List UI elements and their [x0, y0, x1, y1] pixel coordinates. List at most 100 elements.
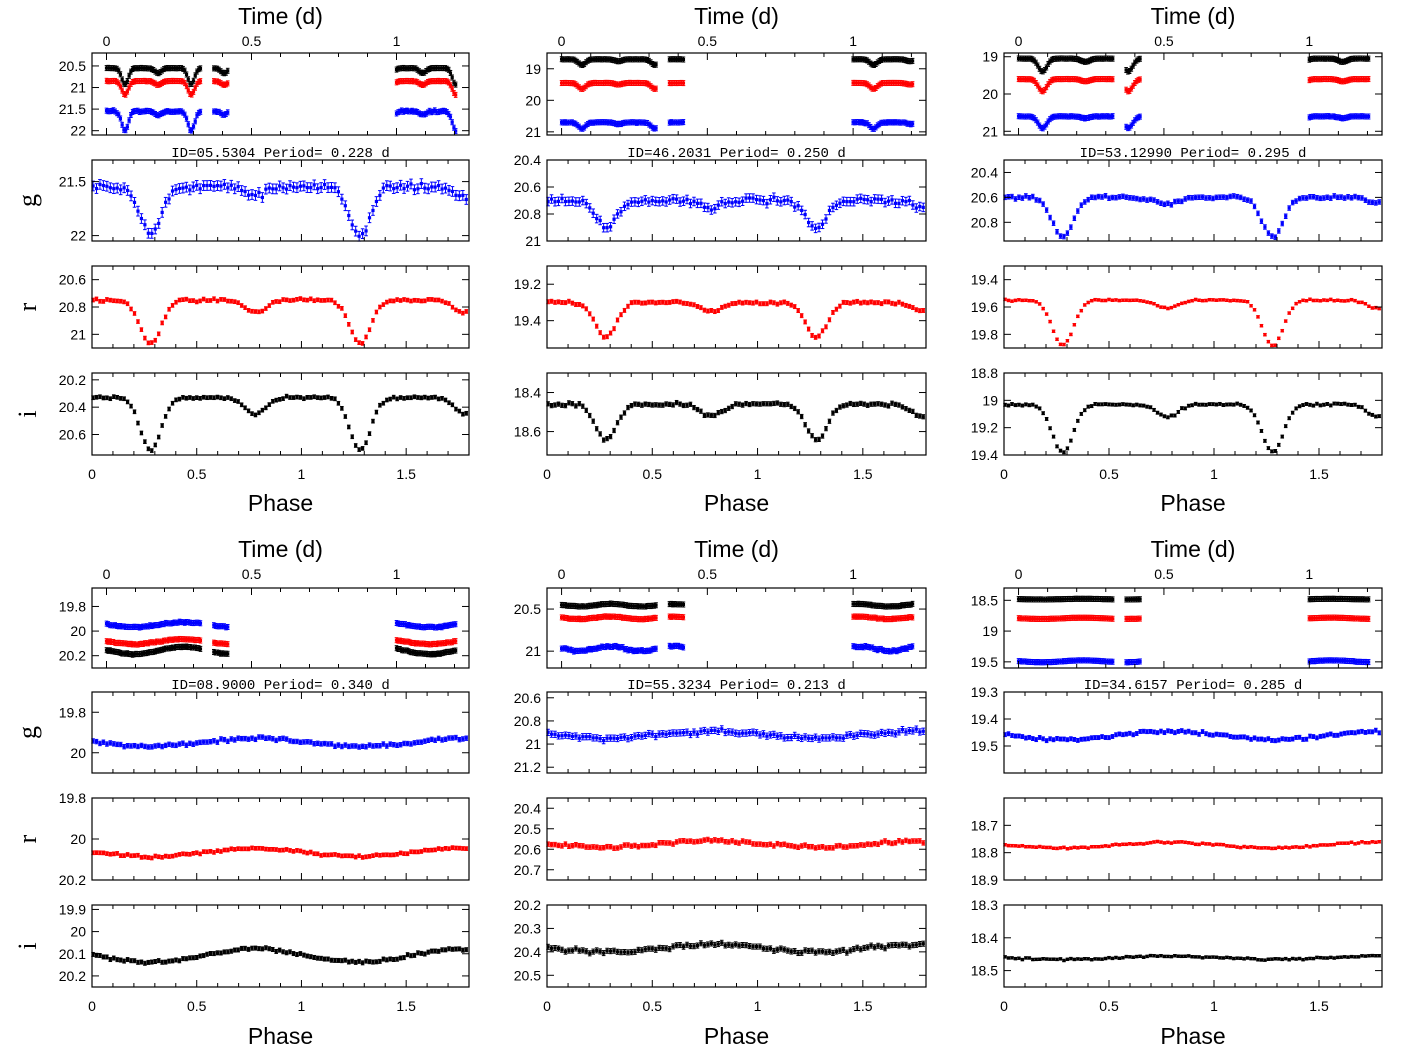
- star-53-12990-phase-point-r: [1062, 342, 1066, 347]
- star-53-12990-phase-point-i: [1082, 408, 1087, 413]
- star-46-2031-phase-point-g: [678, 197, 682, 207]
- star-53-12990-phase-point-g: [1207, 195, 1212, 201]
- star-53-12990-phase-point-r: [1065, 338, 1070, 343]
- star-34-6157-phase-point-r: [1152, 840, 1156, 844]
- star-05-5304-phase-point-r: [226, 298, 230, 304]
- star-34-6157-phase-point-i: [1353, 955, 1357, 959]
- star-46-2031-phase-point-g: [563, 196, 568, 207]
- star-34-6157-phase-point-i: [1332, 956, 1337, 960]
- star-34-6157-time-series-i: [1016, 595, 1371, 603]
- star-08-9000-phase-point-r: [291, 849, 296, 854]
- star-34-6157-phase-point-g: [1322, 733, 1326, 739]
- star-34-6157-phase-point-i: [1027, 956, 1032, 960]
- star-46-2031-phase-point-i: [779, 401, 783, 407]
- star-34-6157-phase-point-r: [1231, 844, 1236, 849]
- star-46-2031-phase-point-g: [692, 196, 696, 207]
- star-46-2031-phase-point-g: [758, 195, 762, 205]
- star-34-6157-phase-point-i: [1283, 956, 1288, 961]
- star-46-2031-phase-point-r: [553, 299, 557, 305]
- star-34-6157-phase-point-g: [1211, 732, 1215, 738]
- star-55-3234-phase-point-g: [692, 728, 696, 736]
- star-46-2031-phase-point-g: [879, 194, 884, 205]
- star-46-2031-phase-point-i: [761, 401, 766, 407]
- star-53-12990-phase-point-r: [1207, 297, 1212, 302]
- star-34-6157-phase-point-r: [1062, 845, 1066, 850]
- star-08-9000-phase-point-i: [429, 948, 434, 954]
- star-55-3234-phase-point-r: [838, 842, 842, 849]
- star-34-6157-phase-point-g: [1117, 731, 1122, 737]
- star-53-12990-phase-point-r: [1318, 299, 1323, 303]
- star-08-9000-phase-point-i: [160, 959, 164, 965]
- star-08-9000-phase-axis-label: Phase: [248, 1023, 313, 1049]
- star-53-12990-time-ytick-label: 20: [982, 86, 998, 102]
- star-55-3234-phase-point-i: [768, 945, 773, 952]
- star-55-3234-phase-point-r: [660, 840, 665, 846]
- star-05-5304-phase-point-g: [160, 207, 164, 218]
- star-08-9000-phase-point-i: [125, 957, 130, 963]
- star-55-3234-phase-point-r: [765, 842, 769, 848]
- star-34-6157-phase-point-i: [1030, 957, 1035, 962]
- star-05-5304-phase-point-r: [129, 306, 133, 312]
- star-08-9000-time-ytick-label: 20: [70, 623, 86, 639]
- star-05-5304-phase-point-g: [364, 225, 368, 237]
- star-55-3234-phase-point-r: [858, 842, 863, 848]
- star-53-12990-i-ytick-label: 18.8: [971, 365, 998, 381]
- star-55-3234-phase-point-g: [897, 728, 901, 736]
- star-05-5304-phase-point-r: [454, 307, 458, 313]
- star-53-12990-phase-point-r: [1176, 303, 1181, 307]
- star-05-5304-phase-point-i: [153, 442, 158, 448]
- star-53-12990-i-ytick-label: 19: [982, 392, 998, 408]
- star-05-5304-phase-point-g: [215, 180, 220, 191]
- star-53-12990-phase-point-i: [1266, 446, 1271, 451]
- star-05-5304-phase-point-i: [177, 396, 182, 402]
- star-55-3234-phase-point-i: [587, 950, 592, 957]
- star-46-2031-phase-point-r: [563, 300, 568, 306]
- star-53-12990-r-ytick-label: 19.4: [971, 272, 998, 288]
- star-34-6157-phase-point-g: [1304, 736, 1309, 742]
- star-53-12990-phase-point-g: [1335, 194, 1340, 201]
- star-08-9000-phase-point-g: [298, 739, 303, 745]
- star-55-3234-phase-point-g: [636, 731, 641, 740]
- star-46-2031-r-ytick-label: 19.4: [514, 313, 541, 329]
- star-46-2031-phase-point-g: [855, 194, 860, 204]
- star-08-9000-phase-point-r: [98, 850, 102, 856]
- star-34-6157-time-series-g: [1016, 657, 1371, 666]
- star-05-5304-phase-point-i: [163, 414, 168, 419]
- star-08-9000-phase-point-r: [149, 855, 154, 861]
- star-46-2031-phase-point-r: [567, 298, 571, 304]
- star-46-2031-phase-point-i: [629, 402, 634, 409]
- star-05-5304-phase-point-i: [215, 394, 220, 400]
- star-46-2031-phase-point-g: [549, 194, 554, 204]
- star-55-3234-phase-point-r: [650, 842, 655, 848]
- star-05-5304-phase-point-g: [108, 182, 113, 194]
- star-05-5304-phase-point-g: [429, 181, 434, 193]
- star-08-9000-phase-point-r: [143, 854, 147, 860]
- star-55-3234-g-ytick-label: 21.2: [514, 759, 541, 775]
- star-05-5304-phase-point-i: [115, 394, 120, 400]
- star-34-6157-phase-point-r: [1124, 842, 1129, 847]
- star-46-2031-phase-point-g: [671, 193, 675, 204]
- star-08-9000-phase-point-i: [212, 951, 216, 957]
- star-55-3234-phase-point-r: [633, 842, 637, 849]
- star-05-5304-phase-point-g: [402, 183, 406, 194]
- star-46-2031-phase-point-g: [782, 195, 787, 206]
- star-34-6157-g-ytick-label: 19.3: [971, 684, 998, 700]
- star-05-5304-phase-point-g: [243, 186, 247, 197]
- star-08-9000-phase-point-i: [253, 945, 258, 951]
- star-46-2031-phase-point-g: [633, 197, 637, 207]
- star-46-2031-phase-point-g: [723, 198, 728, 209]
- star-46-2031-phase-point-r: [858, 300, 863, 306]
- star-05-5304-phase-point-g: [177, 183, 182, 194]
- star-34-6157-phase-point-r: [1048, 845, 1052, 850]
- star-46-2031-phase-point-r: [803, 319, 807, 325]
- star-34-6157-phase-point-r: [1145, 841, 1149, 845]
- star-08-9000-phase-point-i: [243, 945, 247, 951]
- star-55-3234-time-series-i: [559, 600, 915, 610]
- star-34-6157-phase-point-g: [1342, 730, 1347, 736]
- star-55-3234-phase-point-r: [567, 843, 571, 849]
- star-08-9000-phase-point-i: [284, 950, 289, 956]
- star-34-6157-phase-point-g: [1179, 728, 1184, 734]
- star-53-12990-phase-frame-i: [1003, 372, 1383, 456]
- star-34-6157-phase-point-g: [1013, 733, 1018, 739]
